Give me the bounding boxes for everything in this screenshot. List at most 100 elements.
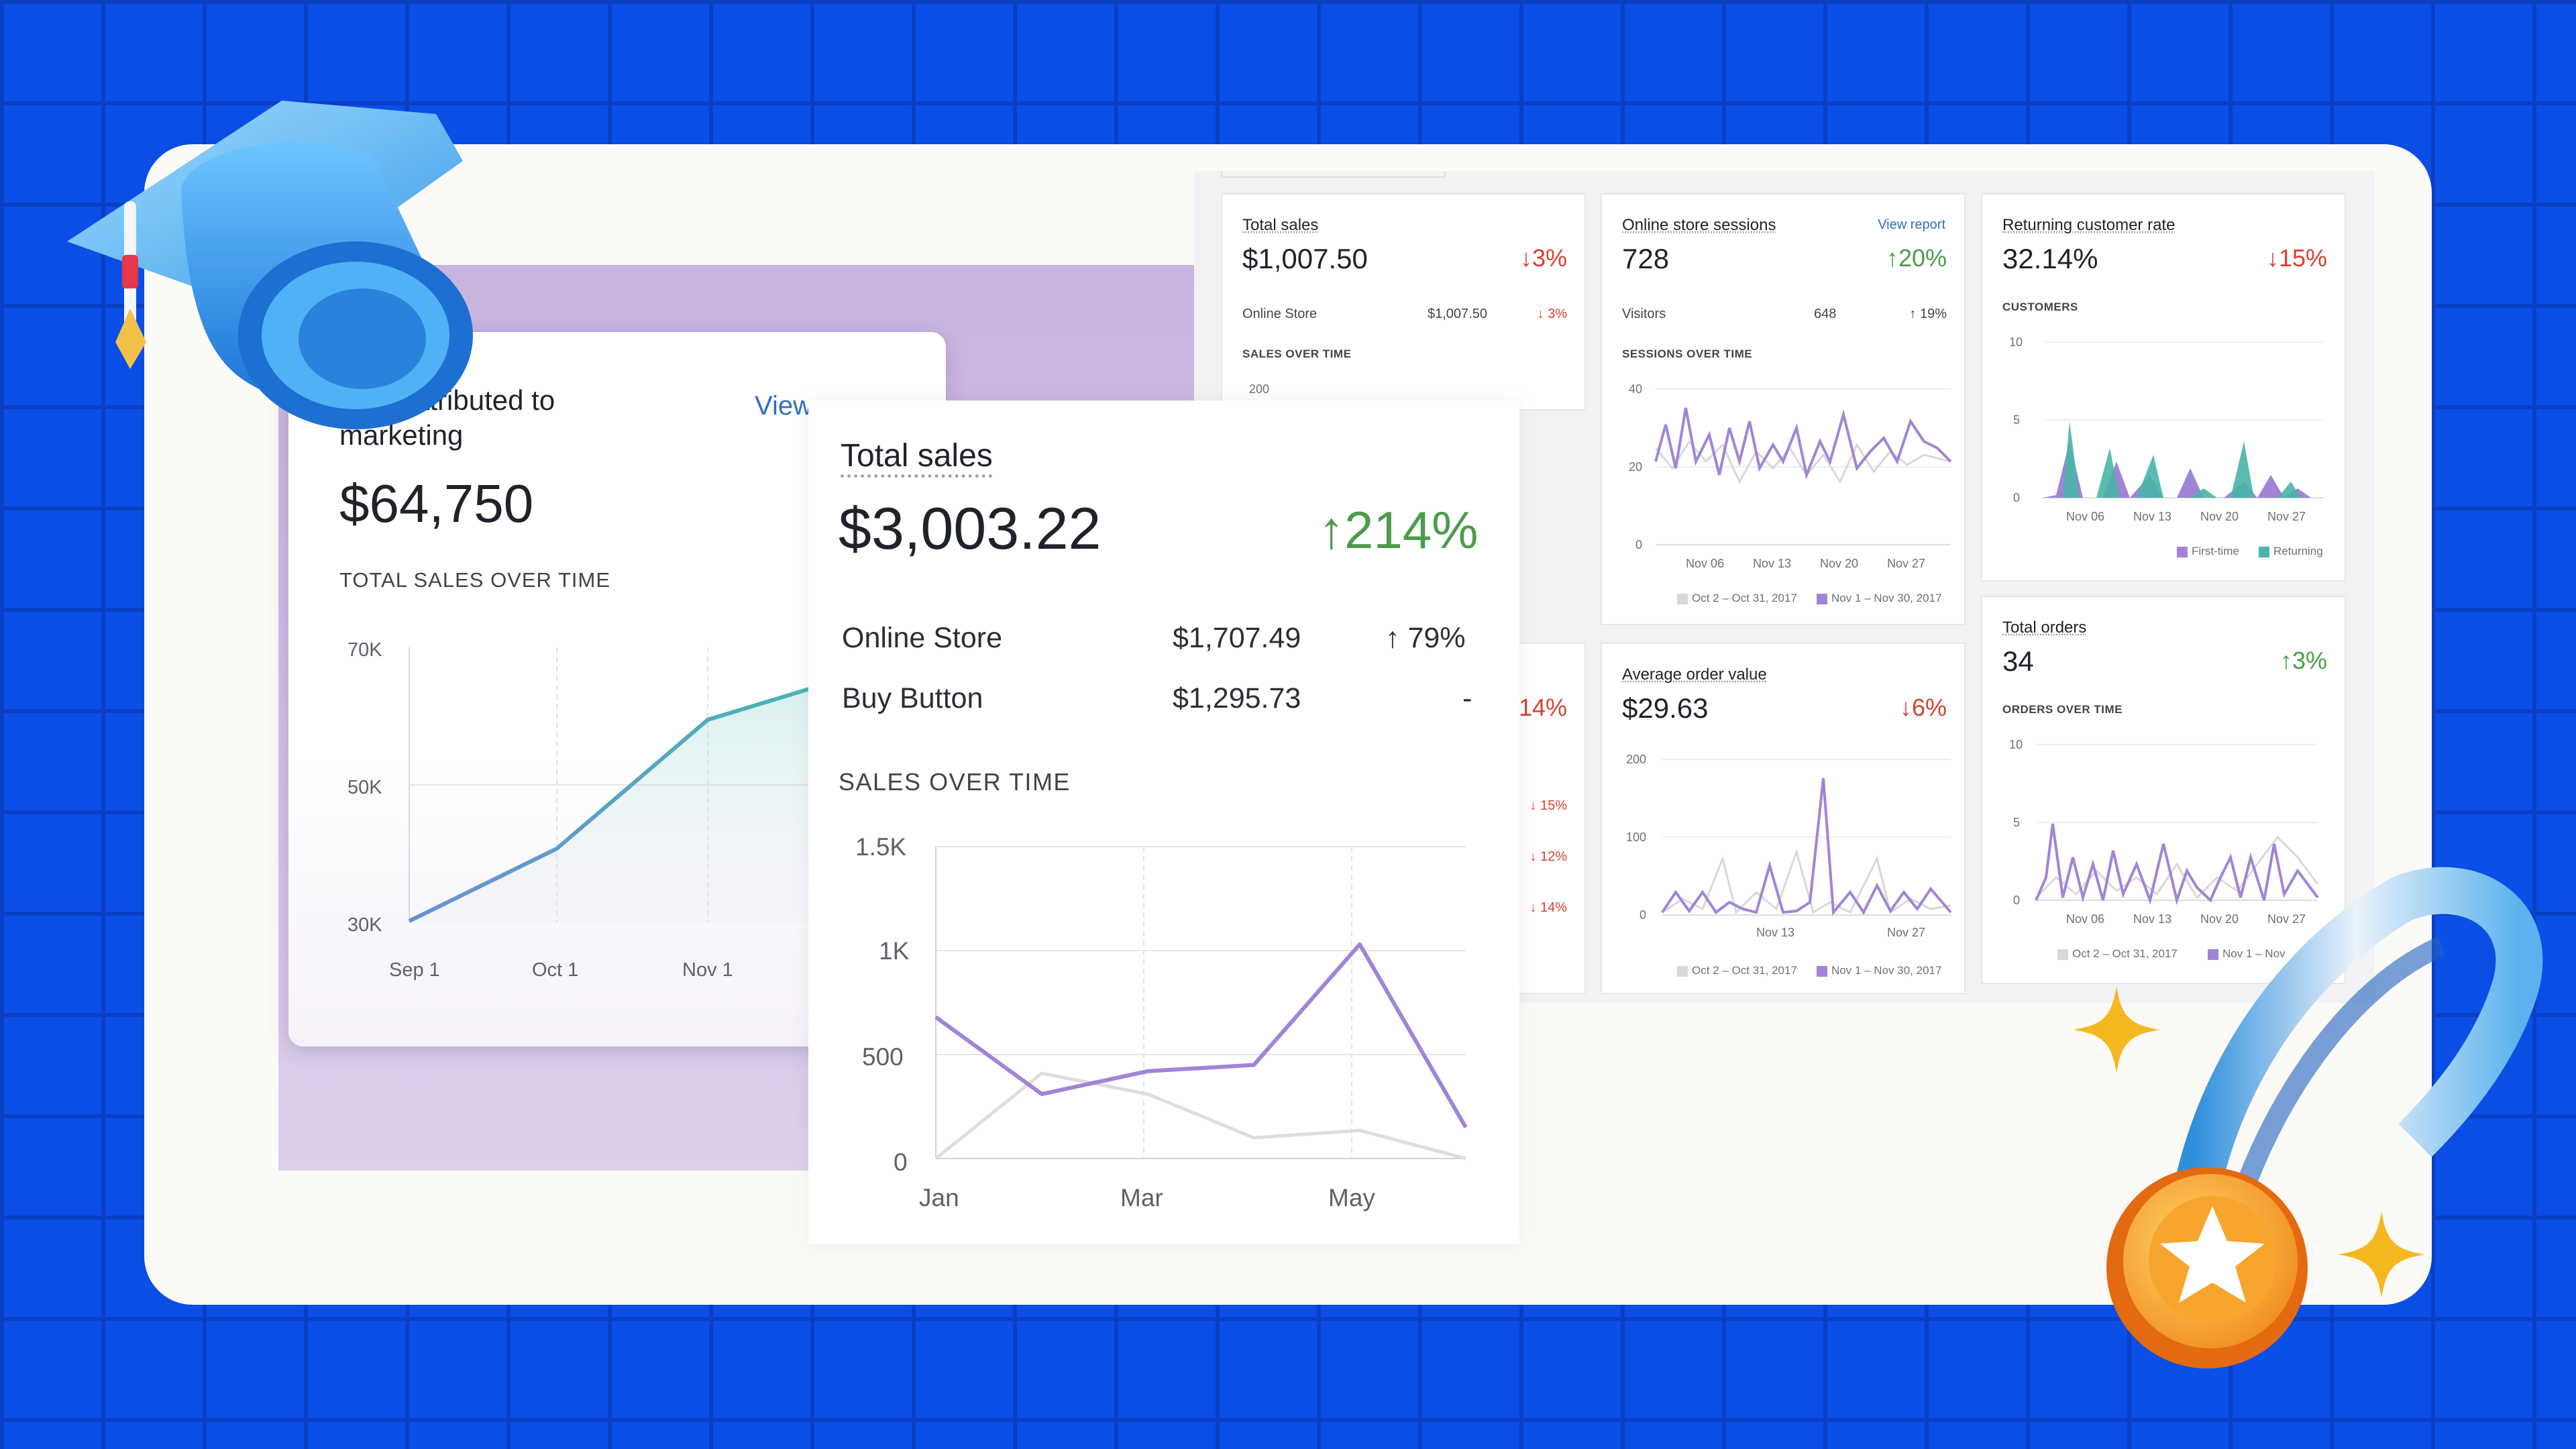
chart-title: SALES OVER TIME	[1242, 347, 1352, 360]
x-tick: Nov 1	[682, 959, 733, 981]
legend-prev: Oct 2 – Oct 31, 2017	[2072, 947, 2178, 960]
x-tick: Nov 13	[1753, 557, 1792, 570]
graduation-cap-icon	[67, 101, 473, 429]
y-tick: 10	[2009, 335, 2023, 349]
x-tick: Nov 06	[2066, 510, 2105, 523]
main-change: ↑214%	[1318, 500, 1479, 559]
tile-title: Total sales	[1242, 216, 1319, 234]
row-value: $1,007.50	[1428, 307, 1487, 321]
y-tick: 70K	[347, 639, 382, 661]
legend-swatch-prev	[2057, 949, 2068, 960]
main-title: Total sales	[841, 438, 993, 474]
row-label: Buy Button	[842, 682, 983, 714]
tile-change: ↓15%	[2266, 244, 2327, 272]
tile-title: Total orders	[2002, 619, 2087, 637]
tab-stub	[1221, 171, 1446, 178]
x-tick: Jan	[919, 1184, 959, 1212]
tile-total-sales[interactable]: Total sales $1,007.50 ↓3% Online Store $…	[1222, 195, 1585, 409]
legend-curr: Nov 1 – Nov	[2222, 947, 2286, 960]
tile-title: Average order value	[1622, 665, 1767, 684]
x-tick: Oct 1	[532, 959, 579, 981]
legend-swatch-returning	[2259, 547, 2269, 557]
tile-average-order-value[interactable]: Average order value $29.63 ↓6% 200 100 0…	[1602, 644, 1964, 993]
x-tick: Nov 06	[1686, 557, 1725, 570]
y-tick: 30K	[347, 914, 382, 936]
row-label: Visitors	[1622, 307, 1666, 321]
series-returning	[2043, 421, 2318, 498]
legend-swatch-prev	[1677, 594, 1688, 604]
series-current	[1654, 407, 1952, 480]
y-tick: 0	[1635, 538, 1643, 551]
row-change: ↑ 19%	[1909, 307, 1947, 321]
y-tick: 5	[2013, 816, 2021, 829]
y-tick: 40	[1629, 382, 1643, 396]
sessions-chart	[1654, 388, 1952, 545]
partial-row: ↓ 15%	[1529, 798, 1567, 813]
marketing-chart-title: TOTAL SALES OVER TIME	[339, 568, 611, 592]
partial-change: 14%	[1518, 694, 1567, 721]
series-previous	[2035, 835, 2319, 900]
y-tick: 0	[1640, 908, 1647, 922]
legend-swatch-curr	[1817, 594, 1827, 604]
y-tick: 1.5K	[855, 833, 907, 861]
x-tick: Sep 1	[389, 959, 440, 981]
x-tick: Nov 27	[2267, 510, 2306, 523]
sparkle-icon	[2073, 986, 2160, 1073]
sales-series-current	[934, 942, 1468, 1129]
tile-value: 32.14%	[2002, 243, 2098, 274]
marketing-value: $64,750	[339, 474, 534, 533]
chart-title: CUSTOMERS	[2002, 301, 2078, 313]
x-tick: Nov 27	[2267, 912, 2306, 926]
x-tick: Nov 20	[2200, 510, 2239, 523]
tile-title: Returning customer rate	[2002, 216, 2176, 234]
y-tick: 100	[1626, 830, 1647, 844]
row-change: -	[1462, 682, 1472, 714]
x-tick: Mar	[1120, 1184, 1163, 1212]
main-sales-card[interactable]: Total sales $3,003.22 ↑214% Online Store…	[808, 400, 1519, 1244]
y-tick: 200	[1626, 753, 1647, 766]
y-tick: 5	[2013, 413, 2021, 427]
main-chart-title: SALES OVER TIME	[839, 768, 1071, 796]
customers-chart	[2043, 341, 2324, 498]
aov-chart	[1661, 759, 1952, 916]
partial-row: ↓ 14%	[1529, 900, 1567, 915]
y-tick: 0	[2013, 491, 2021, 504]
series-previous	[1662, 849, 1951, 914]
x-tick: Nov 06	[2066, 912, 2105, 926]
legend-prev: Oct 2 – Oct 31, 2017	[1692, 592, 1797, 604]
x-tick: Nov 13	[1756, 926, 1795, 939]
legend-returning: Returning	[2273, 545, 2323, 557]
view-report-link[interactable]: View report	[1878, 217, 1945, 232]
row-change: ↑ 79%	[1385, 622, 1466, 654]
partial-row: ↓ 12%	[1529, 849, 1567, 864]
legend-swatch-curr	[1817, 966, 1827, 977]
tile-title: Online store sessions	[1622, 216, 1776, 234]
row-label: Online Store	[842, 622, 1003, 654]
tile-value: $29.63	[1622, 692, 1709, 724]
sales-series-previous	[934, 1071, 1466, 1161]
row-value: $1,295.73	[1173, 682, 1301, 714]
x-tick: Nov 27	[1887, 557, 1926, 570]
tile-change: ↓3%	[1519, 244, 1567, 272]
series-current	[2035, 823, 2319, 906]
y-tick: 10	[2009, 738, 2023, 751]
tile-value: $1,007.50	[1242, 243, 1368, 274]
legend-swatch-prev	[1677, 966, 1688, 977]
row-label: Online Store	[1242, 307, 1318, 321]
y-tick: 50K	[347, 777, 382, 798]
row-change: ↓ 3%	[1537, 307, 1567, 321]
marketing-view-link[interactable]: View	[755, 391, 812, 421]
x-tick: Nov 13	[2133, 510, 2172, 523]
y-tick: 500	[862, 1043, 904, 1071]
legend-first-time: First-time	[2192, 545, 2239, 557]
medal-icon	[2106, 867, 2543, 1368]
main-value: $3,003.22	[839, 495, 1102, 561]
tile-total-orders[interactable]: Total orders 34 ↑3% ORDERS OVER TIME 10 …	[1982, 597, 2345, 983]
row-value: 648	[1814, 307, 1837, 321]
sparkle-icon	[2338, 1211, 2425, 1298]
tile-returning-customer-rate[interactable]: Returning customer rate 32.14% ↓15% CUST…	[1982, 195, 2345, 580]
tile-online-store-sessions[interactable]: Online store sessions View report 728 ↑2…	[1602, 195, 1964, 624]
row-value: $1,707.49	[1173, 622, 1301, 654]
chart-title: ORDERS OVER TIME	[2002, 703, 2123, 716]
tile-change: ↓6%	[1899, 694, 1947, 721]
